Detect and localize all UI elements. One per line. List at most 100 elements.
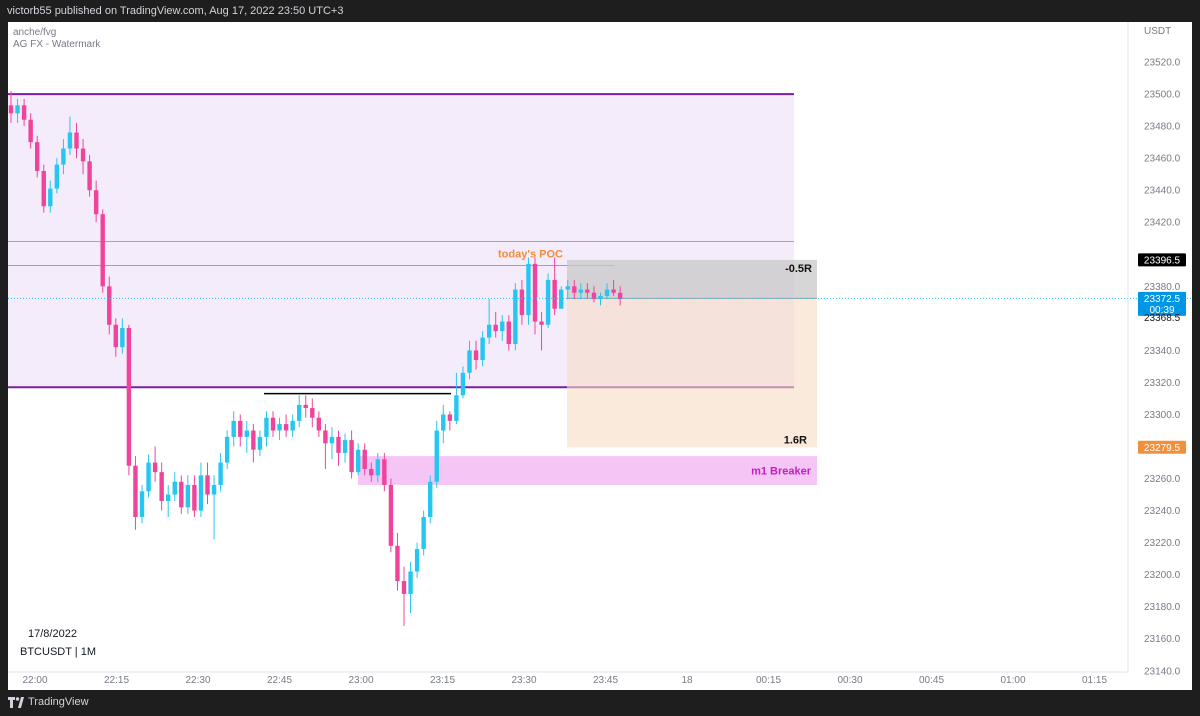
tradingview-logo-icon (8, 696, 24, 708)
candle (139, 484, 145, 524)
candle-body (506, 321, 511, 344)
candle-body (179, 481, 184, 508)
candle (572, 279, 577, 300)
y-tick-label: 23260.0 (1144, 474, 1181, 485)
candle (126, 324, 132, 476)
candle (205, 462, 210, 505)
last-price-badge: 23372.5 (1144, 294, 1181, 305)
x-tick-label: 22:00 (22, 675, 47, 686)
candle-body (21, 105, 27, 120)
candle (539, 311, 544, 351)
candle (290, 414, 295, 437)
candle-body (434, 430, 439, 482)
candle (342, 433, 348, 463)
candle-body (395, 545, 400, 582)
candle (113, 318, 118, 357)
candle-body (493, 324, 498, 332)
brand[interactable]: TradingView (8, 696, 89, 708)
candle (67, 116, 73, 155)
candle (41, 164, 46, 213)
candle (421, 510, 426, 556)
candle-body (270, 417, 276, 431)
candle-body (513, 289, 518, 344)
risk-label: -0.5R (785, 263, 812, 275)
y-tick-label: 23480.0 (1144, 122, 1181, 133)
candle-body (519, 289, 525, 316)
candle-body (460, 372, 466, 396)
candle (349, 430, 354, 479)
candle-body (126, 327, 132, 466)
candle-body (283, 424, 289, 431)
candle (15, 98, 20, 123)
tp-price-badge: 23279.5 (1144, 443, 1181, 454)
indicator-label: anche/fvg (13, 27, 56, 38)
y-tick-label: 23200.0 (1144, 570, 1181, 581)
x-tick-label: 00:45 (919, 675, 944, 686)
candle (100, 209, 105, 293)
last-price-badge-bg (1138, 291, 1186, 316)
candle-body (224, 436, 230, 463)
candle-body (146, 462, 151, 492)
candle (283, 414, 289, 437)
x-tick-label: 01:15 (1082, 675, 1107, 686)
candle (401, 566, 407, 626)
y-tick-label: 23240.0 (1144, 506, 1181, 517)
candle-body (454, 395, 459, 421)
y-tick-label: 23340.0 (1144, 346, 1181, 357)
candle-body (342, 440, 348, 453)
candle-body (113, 324, 118, 348)
candle-body (441, 414, 446, 431)
candle-body (473, 350, 479, 361)
candle (441, 404, 446, 444)
candle (316, 411, 322, 437)
candle-body (185, 484, 191, 508)
candle-body (329, 436, 335, 444)
candle-body (500, 321, 505, 332)
candle-body (152, 462, 158, 473)
chart-area[interactable]: today's POC m1 Breaker -0.5R 1.6R anche/fvg… (8, 22, 1192, 690)
axis-layer: USDT 23520.0 23500.0 23480.0 23460.0 23440.0 2… (8, 22, 1186, 686)
candle-body (545, 279, 551, 325)
risk-box (567, 259, 817, 299)
candle (336, 430, 341, 466)
candle (277, 417, 282, 441)
candlestick-chart[interactable]: today's POC m1 Breaker -0.5R 1.6R anche/fvg… (8, 22, 1192, 690)
candle-body (591, 292, 597, 300)
candle (21, 98, 27, 127)
y-tick-label: 23180.0 (1144, 602, 1181, 613)
candle (519, 279, 525, 325)
footer-bar: TradingView (0, 690, 1200, 716)
candle (559, 286, 564, 309)
candle-body (133, 465, 138, 517)
sl-price-badge: 23396.5 (1144, 255, 1181, 266)
candle-body (198, 475, 204, 511)
candle (611, 279, 616, 296)
candle (473, 340, 479, 370)
x-tick-label: 23:45 (593, 675, 618, 686)
candle (28, 113, 33, 149)
poc-label: today's POC (498, 248, 563, 260)
candle-body (316, 417, 322, 431)
candle-body (578, 289, 584, 293)
candle-body (447, 414, 453, 421)
candle (388, 478, 394, 553)
candle-body (349, 440, 354, 473)
candle (120, 318, 125, 354)
candle (329, 427, 335, 460)
candle-body (336, 436, 341, 453)
candle-body (369, 468, 374, 476)
reward-box (567, 298, 817, 448)
candle-body (8, 105, 14, 114)
candle-body (617, 292, 623, 300)
candle (159, 462, 164, 511)
candle (585, 283, 590, 300)
candle (48, 180, 53, 213)
watermark-symbol: BTCUSDT | 1M (20, 646, 96, 658)
candle (93, 180, 99, 223)
candle-body (231, 420, 236, 437)
candle (500, 315, 505, 341)
candle (617, 286, 623, 306)
tp-price-badge-bg (1138, 440, 1186, 454)
candle (297, 395, 302, 428)
candle-body (355, 449, 361, 473)
